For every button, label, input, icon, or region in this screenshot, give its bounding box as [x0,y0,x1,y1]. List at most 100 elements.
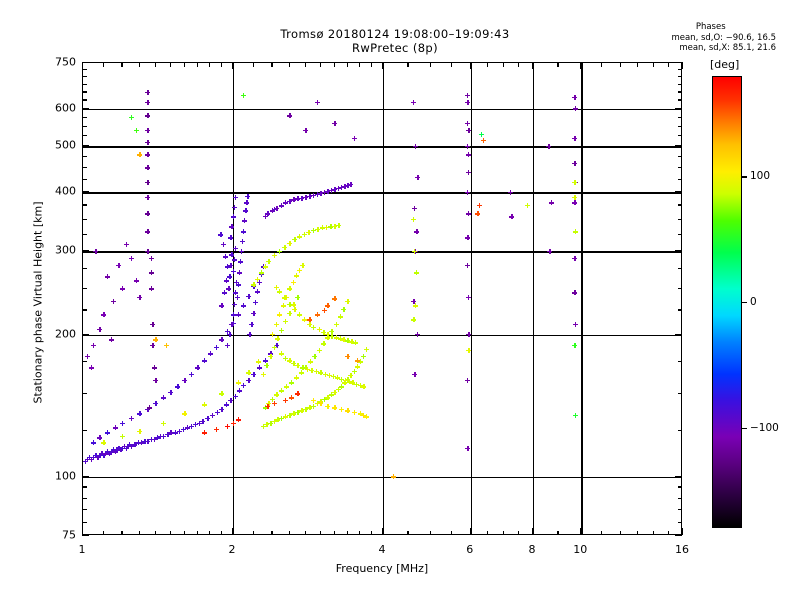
scatter-point [325,403,331,409]
y-tick-minor [82,135,87,137]
scatter-point [228,398,234,404]
y-tick-minor [677,178,682,180]
scatter-point [182,377,188,383]
scatter-point [119,420,125,426]
scatter-point [123,241,129,247]
scatter-point [325,188,331,194]
scatter-point [88,456,94,462]
scatter-point [225,423,231,429]
y-tick-minor [677,116,682,118]
y-tick-minor [82,392,87,394]
y-tick-major [675,62,682,64]
colorbar-tick [742,302,747,304]
scatter-point [227,274,233,280]
scatter-point [99,451,105,457]
scatter-point [283,355,289,361]
scatter-point [361,384,367,390]
gridline-horizontal [83,476,681,479]
scatter-point [236,270,242,276]
scatter-point [196,420,202,426]
scatter-point [293,375,299,381]
x-tick-minor [271,530,273,535]
scatter-point [318,190,324,196]
y-tick-minor [82,268,87,270]
scatter-point [465,99,471,105]
scatter-point [354,364,360,370]
scatter-point [572,342,578,348]
scatter-point [201,358,207,364]
y-tick-label: 600 [55,101,76,115]
scatter-point [232,194,238,200]
x-tick-minor [304,530,306,535]
scatter-point [307,193,313,199]
scatter-point [572,255,578,261]
scatter-point [271,344,277,350]
scatter-point [151,436,157,442]
y-tick-label: 400 [55,184,76,198]
scatter-point [145,179,151,185]
scatter-point [363,346,369,352]
scatter-point [465,235,471,241]
colorbar-tick-label: 0 [750,296,757,308]
x-tick-label: 16 [675,543,689,556]
x-tick-major [580,62,582,69]
y-tick-minor [677,91,682,93]
x-tick-minor [359,62,361,67]
scatter-point [509,214,515,220]
x-tick-minor [169,530,171,535]
scatter-point [213,426,219,432]
scatter-point [235,380,241,386]
x-tick-minor [637,62,639,67]
scatter-point [360,353,366,359]
scatter-point [351,409,357,415]
scatter-point [412,303,418,309]
scatter-point [303,365,309,371]
scatter-point [266,400,272,406]
gridline-horizontal [83,146,681,148]
x-tick-minor [557,530,559,535]
scatter-point [264,422,270,428]
scatter-point [128,443,134,449]
y-tick-minor [677,509,682,511]
gridline-horizontal [83,192,681,194]
scatter-point [260,423,266,429]
scatter-point [572,321,578,327]
scatter-point [466,211,472,217]
colorbar-tick-label: 100 [750,170,771,183]
x-tick-minor [407,62,409,67]
scatter-point [283,294,289,300]
scatter-point [321,341,327,347]
x-tick-minor [600,62,603,67]
scatter-point [363,414,369,420]
scatter-point [314,191,320,197]
scatter-point [291,360,297,366]
x-tick-major [580,528,582,535]
scatter-point [299,408,305,414]
scatter-point [271,400,277,406]
colorbar-tick [742,176,747,178]
x-tick-minor [370,62,373,67]
scatter-point [336,223,342,228]
y-tick-minor [677,125,682,127]
scatter-point [572,194,578,200]
scatter-point [116,445,122,451]
scatter-point [341,306,347,312]
scatter-point [86,454,92,460]
y-tick-minor [82,83,87,85]
x-tick-minor [619,62,621,67]
scatter-point [413,270,419,276]
x-tick-minor [183,530,185,535]
scatter-point [110,447,116,453]
scatter-point [145,194,151,200]
scatter-point [147,405,153,411]
y-tick-minor [677,204,682,206]
y-tick-major [82,62,89,64]
y-tick-minor [677,309,682,311]
scatter-point [108,337,114,343]
x-tick-minor [138,530,140,535]
scatter-point [464,143,470,149]
scatter-point [226,286,232,292]
scatter-point [271,206,277,212]
scatter-point [274,342,280,348]
